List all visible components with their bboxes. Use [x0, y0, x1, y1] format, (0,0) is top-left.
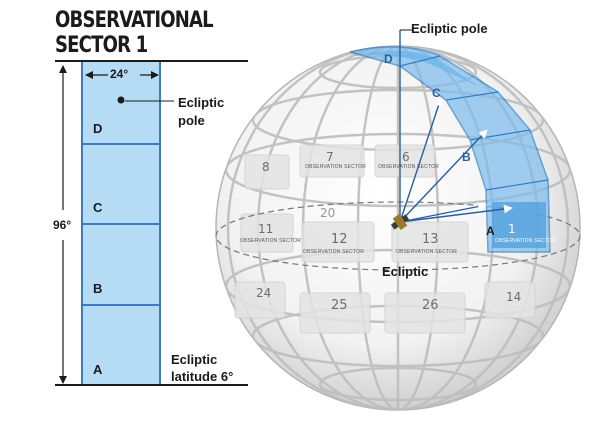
sector-number-12: 12: [331, 232, 348, 247]
lat-label-line-1: Ecliptic: [171, 352, 218, 367]
diagram-title: OBSERVATIONAL SECTOR 1: [55, 8, 219, 58]
sector-tile: [374, 144, 436, 178]
ecliptic-pole-label: Ecliptic pole: [178, 94, 224, 130]
sector-tile: [240, 213, 294, 253]
vector-label-a: A: [486, 224, 495, 238]
ecliptic-latitude-label: Ecliptic latitude 6°: [171, 351, 233, 385]
sector-caption-7: OBSERVATION SECTOR: [305, 164, 367, 170]
sector-caption-1: OBSERVATION SECTOR: [495, 238, 557, 244]
spacecraft-icon: [390, 213, 410, 231]
sector-tile: [244, 154, 290, 190]
pointing-vectors: [399, 30, 513, 223]
sector-tile: [299, 144, 365, 178]
pole-label-line-2: pole: [178, 113, 205, 128]
sector-number-13: 13: [422, 232, 439, 247]
top-rule: [55, 60, 248, 62]
sector-number-6: 6: [402, 150, 410, 164]
ecliptic-equator: [215, 201, 581, 271]
sector-caption-6: OBSERVATION SECTOR: [378, 164, 440, 170]
sphere-pole-label: Ecliptic pole: [411, 21, 488, 36]
pole-label-line-1: Ecliptic: [178, 95, 225, 110]
sector-number-7: 7: [326, 150, 334, 164]
lat-label-line-2: latitude 6°: [171, 369, 234, 384]
sector-tile: [234, 281, 286, 319]
sector-number-11: 11: [258, 222, 274, 236]
segment-divider: [81, 223, 161, 225]
sector-tile: [384, 292, 466, 334]
highlighted-sector-strip: [349, 46, 551, 253]
sector-number-25: 25: [331, 298, 348, 313]
vector-label-d: D: [384, 52, 393, 66]
title-line-1: OBSERVATIONAL: [55, 8, 214, 33]
bottom-rule: [55, 384, 248, 386]
sector-number-1: 1: [508, 222, 516, 236]
sphere-ecliptic-label: Ecliptic: [382, 264, 429, 279]
sector-number-8: 8: [262, 160, 270, 174]
vector-label-c: C: [432, 86, 441, 100]
segment-divider: [81, 304, 161, 306]
sector-tile: [301, 221, 375, 263]
sector-number-24: 24: [256, 286, 272, 300]
sector-tile: [484, 281, 536, 319]
sector-tile: [299, 292, 371, 334]
segment-label-d: D: [93, 121, 103, 136]
height-label: 96°: [53, 218, 72, 232]
segment-label-b: B: [93, 281, 103, 296]
segment-divider: [81, 143, 161, 145]
sector-tile: [391, 221, 469, 263]
sector-number-26: 26: [422, 298, 439, 313]
sector-number-14: 14: [506, 290, 522, 304]
segment-label-c: C: [93, 200, 103, 215]
sector-caption-13: OBSERVATION SECTOR: [396, 249, 458, 255]
vector-label-b: B: [462, 150, 471, 164]
segment-label-a: A: [93, 362, 103, 377]
width-label: 24°: [110, 67, 129, 81]
sector-number-20: 20: [320, 206, 336, 220]
sector-caption-12: OBSERVATION SECTOR: [303, 249, 365, 255]
sector-caption-11: OBSERVATION SECTOR: [240, 238, 302, 244]
title-line-2: SECTOR 1: [55, 33, 148, 58]
ecliptic-pole-dot: [117, 96, 125, 104]
